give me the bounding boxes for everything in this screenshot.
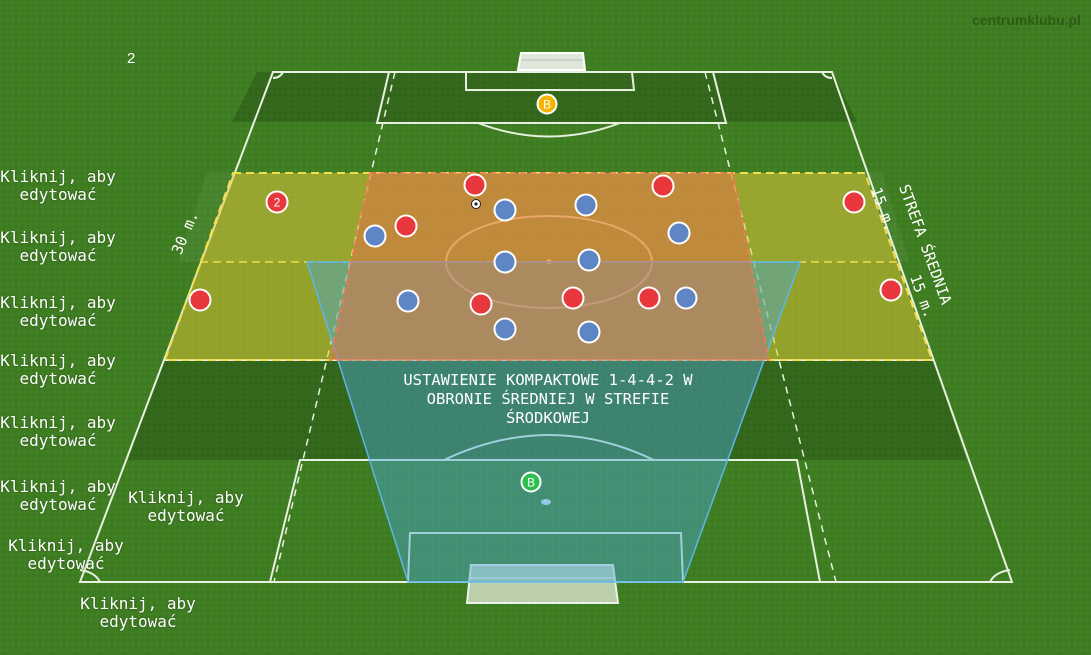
blue-player[interactable]	[674, 286, 698, 310]
top-penalty-arc	[477, 122, 621, 138]
red-zone	[329, 172, 770, 361]
red-player[interactable]	[188, 288, 212, 312]
edit-text-placeholder[interactable]: Kliknij, aby edytować	[80, 594, 196, 631]
edit-text-placeholder[interactable]: Kliknij, aby edytować	[0, 477, 116, 514]
red-player[interactable]	[879, 278, 903, 302]
red-player[interactable]	[651, 174, 675, 198]
blue-player[interactable]	[363, 224, 387, 248]
blue-player[interactable]	[667, 221, 691, 245]
player-label: B	[543, 98, 551, 112]
blue-player[interactable]	[396, 289, 420, 313]
player-label: B	[527, 476, 535, 490]
edit-text-placeholder[interactable]: Kliknij, aby edytować	[0, 413, 116, 450]
red-player[interactable]	[842, 190, 866, 214]
corner-number: 2	[127, 50, 136, 67]
brand-watermark: centrumklubu.pl	[972, 12, 1081, 28]
bottom-goal	[465, 564, 620, 604]
red-player[interactable]	[469, 292, 493, 316]
blue-player[interactable]	[493, 250, 517, 274]
zones	[163, 172, 934, 583]
red-player[interactable]	[637, 286, 661, 310]
edit-text-placeholder[interactable]: Kliknij, aby edytować	[128, 488, 244, 525]
blue-player[interactable]	[493, 198, 517, 222]
edit-text-placeholder[interactable]: Kliknij, aby edytować	[0, 293, 116, 330]
edit-text-placeholder[interactable]: Kliknij, aby edytować	[0, 167, 116, 204]
diagram-title[interactable]: USTAWIENIE KOMPAKTOWE 1-4-4-2 W OBRONIE …	[403, 371, 693, 427]
blue-player[interactable]	[574, 193, 598, 217]
player-label: 2	[274, 196, 281, 210]
edit-text-placeholder[interactable]: Kliknij, aby edytować	[0, 228, 116, 265]
goalkeeper-top[interactable]: B	[536, 93, 558, 115]
players-layer: 2 B B	[188, 93, 903, 493]
bottom-penalty-arc	[443, 434, 655, 461]
red-player[interactable]: 2	[265, 190, 289, 214]
red-player[interactable]	[561, 286, 585, 310]
goalkeeper-bottom[interactable]: B	[520, 471, 542, 493]
ball-icon[interactable]	[471, 199, 481, 209]
top-goal	[516, 52, 587, 71]
penalty-spot	[541, 499, 551, 505]
blue-player[interactable]	[493, 317, 517, 341]
top-goal-area	[465, 71, 636, 91]
edit-text-placeholder[interactable]: Kliknij, aby edytować	[0, 351, 116, 388]
bottom-penalty-area	[268, 459, 822, 583]
red-player[interactable]	[394, 214, 418, 238]
blue-player[interactable]	[577, 320, 601, 344]
edit-text-placeholder[interactable]: Kliknij, aby edytować	[8, 536, 124, 573]
red-player[interactable]	[463, 173, 487, 197]
blue-player[interactable]	[577, 248, 601, 272]
